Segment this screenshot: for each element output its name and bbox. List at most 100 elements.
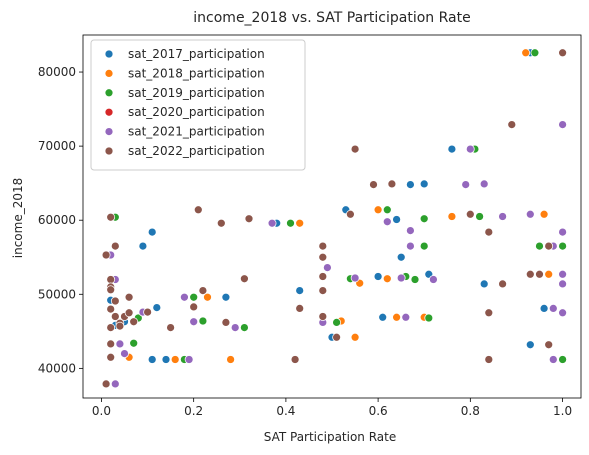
data-point-sat_2022_participation — [346, 209, 355, 219]
data-point-sat_2022_participation — [106, 339, 116, 349]
data-point-sat_2018_participation — [447, 212, 457, 221]
legend-marker — [104, 88, 114, 98]
data-point-sat_2022_participation — [558, 48, 567, 58]
data-point-sat_2022_participation — [240, 274, 249, 284]
data-point-sat_2021_participation — [110, 379, 120, 389]
y-tick-label: 60000 — [38, 213, 76, 227]
x-axis-label: SAT Participation Rate — [264, 430, 397, 444]
legend-label: sat_2019_participation — [128, 86, 265, 100]
data-point-sat_2022_participation — [318, 252, 328, 262]
data-point-sat_2021_participation — [498, 212, 507, 221]
data-point-sat_2021_participation — [461, 180, 471, 189]
data-point-sat_2019_participation — [424, 313, 434, 323]
data-point-sat_2022_participation — [193, 205, 203, 215]
data-point-sat_2021_participation — [558, 269, 567, 279]
data-point-sat_2021_participation — [479, 179, 489, 189]
data-point-sat_2021_participation — [184, 355, 194, 364]
x-axis: 0.0 0.2 0.4 0.6 0.8 1.0 — [92, 398, 572, 418]
data-point-sat_2019_participation — [558, 241, 567, 251]
data-point-sat_2022_participation — [318, 241, 328, 251]
data-point-sat_2017_participation — [419, 179, 429, 189]
data-point-sat_2017_participation — [221, 292, 231, 302]
data-point-sat_2022_participation — [124, 308, 134, 318]
data-point-sat_2022_participation — [101, 250, 111, 260]
data-point-sat_2022_participation — [110, 312, 120, 321]
data-point-sat_2019_participation — [382, 205, 392, 215]
data-point-sat_2022_participation — [129, 317, 139, 327]
data-point-sat_2021_participation — [230, 323, 240, 332]
data-point-sat_2019_participation — [240, 323, 249, 332]
data-point-sat_2019_participation — [475, 212, 484, 221]
data-point-sat_2017_participation — [396, 252, 406, 262]
data-point-sat_2022_participation — [216, 218, 226, 228]
data-point-sat_2022_participation — [106, 352, 116, 362]
data-point-sat_2017_participation — [138, 241, 148, 251]
data-point-sat_2022_participation — [535, 269, 544, 279]
y-tick-label: 80000 — [38, 65, 76, 79]
data-point-sat_2022_participation — [143, 307, 152, 317]
data-point-sat_2021_participation — [429, 275, 438, 284]
legend-marker — [104, 69, 114, 78]
data-point-sat_2019_participation — [198, 316, 208, 326]
legend-label: sat_2022_participation — [128, 144, 265, 158]
data-point-sat_2022_participation — [369, 180, 378, 189]
data-point-sat_2022_participation — [290, 355, 300, 364]
data-point-sat_2022_participation — [350, 144, 360, 154]
data-point-sat_2022_participation — [295, 304, 305, 313]
x-tick-label: 0.6 — [369, 404, 388, 418]
data-point-sat_2022_participation — [498, 279, 507, 289]
data-point-sat_2021_participation — [350, 273, 360, 283]
data-point-sat_2022_participation — [484, 355, 494, 364]
data-point-sat_2022_participation — [507, 120, 517, 129]
data-point-sat_2021_participation — [406, 241, 415, 251]
data-point-sat_2022_participation — [484, 227, 494, 237]
data-point-sat_2019_participation — [419, 214, 429, 224]
data-point-sat_2021_participation — [323, 263, 332, 272]
data-point-sat_2021_participation — [120, 349, 129, 358]
data-point-sat_2022_participation — [115, 321, 125, 331]
data-point-sat_2021_participation — [465, 144, 475, 154]
data-point-sat_2022_participation — [332, 332, 341, 342]
data-point-sat_2022_participation — [221, 318, 231, 327]
data-point-sat_2017_participation — [295, 286, 305, 295]
legend-frame — [90, 39, 306, 171]
data-point-sat_2021_participation — [548, 355, 558, 364]
data-point-sat_2019_participation — [332, 318, 341, 327]
legend-label: sat_2018_participation — [128, 66, 265, 80]
data-point-sat_2018_participation — [170, 355, 180, 364]
data-point-sat_2022_participation — [124, 292, 134, 302]
data-point-sat_2021_participation — [180, 292, 189, 302]
data-point-sat_2022_participation — [101, 379, 111, 389]
data-point-sat_2021_participation — [396, 273, 406, 283]
data-point-sat_2018_participation — [544, 269, 554, 279]
data-point-sat_2022_participation — [318, 312, 328, 321]
data-point-sat_2022_participation — [484, 308, 494, 318]
x-tick-label: 0.4 — [276, 404, 295, 418]
data-point-sat_2017_participation — [406, 180, 415, 189]
data-point-sat_2019_participation — [410, 275, 420, 284]
legend-label: sat_2020_participation — [128, 105, 265, 119]
data-point-sat_2022_participation — [544, 241, 554, 251]
data-point-sat_2019_participation — [530, 48, 540, 58]
data-point-sat_2022_participation — [525, 269, 535, 279]
x-tick-label: 1.0 — [553, 404, 572, 418]
x-tick-label: 0.0 — [92, 404, 111, 418]
data-point-sat_2019_participation — [189, 292, 199, 302]
data-point-sat_2022_participation — [318, 272, 328, 281]
data-point-sat_2022_participation — [110, 296, 120, 306]
data-point-sat_2019_participation — [535, 241, 544, 251]
data-point-sat_2017_participation — [147, 227, 157, 237]
data-point-sat_2021_participation — [558, 308, 567, 318]
legend-marker — [104, 49, 114, 59]
data-point-sat_2017_participation — [479, 279, 489, 289]
data-point-sat_2022_participation — [198, 286, 208, 295]
data-point-sat_2022_participation — [166, 323, 175, 332]
data-point-sat_2017_participation — [447, 144, 457, 154]
y-tick-label: 70000 — [38, 139, 76, 153]
data-point-sat_2022_participation — [465, 209, 475, 219]
data-point-sat_2017_participation — [378, 312, 388, 322]
chart-title: income_2018 vs. SAT Participation Rate — [193, 10, 470, 26]
data-point-sat_2021_participation — [558, 120, 567, 129]
data-point-sat_2018_participation — [295, 218, 305, 228]
